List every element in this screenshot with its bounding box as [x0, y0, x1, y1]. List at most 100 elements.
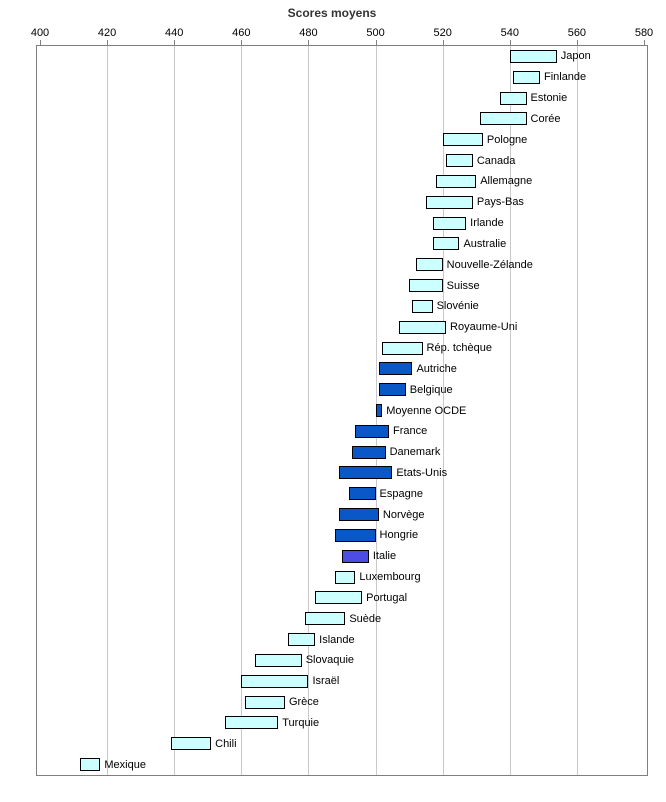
axis-tick-label: 420	[97, 27, 117, 39]
bar	[378, 383, 406, 397]
gridline	[241, 46, 243, 775]
axis-tick	[644, 40, 645, 45]
bar-label: Turquie	[282, 716, 320, 729]
bar	[80, 758, 101, 772]
axis-tick-label: 480	[299, 27, 318, 39]
bar-label: Nouvelle-Zélande	[446, 258, 533, 271]
bar-label: Moyenne OCDE	[386, 404, 467, 417]
bar	[254, 653, 302, 667]
axis-tick-label: 460	[232, 27, 251, 39]
bar-label: Japon	[560, 50, 591, 63]
bar	[375, 404, 383, 417]
bar-label: Pologne	[486, 133, 528, 146]
plot-area: Japon Finlande Estonie Corée Pologne Canada Al…	[36, 45, 648, 776]
bar	[315, 591, 363, 605]
bar	[499, 91, 527, 105]
axis-tick	[509, 40, 511, 45]
bar-label: Irlande	[470, 217, 504, 230]
bar	[432, 216, 467, 230]
bar	[170, 737, 212, 751]
bar-label: Italie	[372, 550, 397, 563]
gridline	[442, 46, 444, 775]
bar	[378, 362, 413, 376]
bar-label: Hongrie	[379, 529, 419, 542]
bar-label: Islande	[319, 633, 355, 646]
bar-label: Allemagne	[480, 175, 533, 188]
bar	[244, 695, 285, 709]
bar-label: Suisse	[446, 279, 480, 292]
axis-tick	[308, 40, 310, 45]
axis-tick	[174, 40, 176, 45]
bar	[513, 70, 540, 84]
bar	[338, 466, 393, 480]
bar	[442, 133, 483, 147]
bar-label: Belgique	[409, 383, 453, 396]
bar-label: Slovénie	[436, 300, 479, 313]
gridline	[509, 46, 511, 775]
bar	[305, 612, 346, 626]
bar	[382, 341, 423, 355]
bar	[425, 195, 473, 209]
bar-label: Luxembourg	[359, 571, 421, 584]
bar-label: Australie	[463, 237, 507, 250]
axis-tick-label: 580	[634, 27, 654, 39]
bar-label: Norvège	[382, 508, 425, 521]
axis-tick	[442, 40, 444, 45]
bar	[399, 320, 446, 334]
bar	[224, 716, 279, 730]
bar-label: Estonie	[530, 92, 568, 105]
bar	[412, 299, 433, 313]
axis-tick	[576, 40, 578, 45]
axis-tick-label: 440	[165, 27, 184, 39]
gridline	[107, 46, 109, 775]
bar-label: Suède	[349, 612, 382, 625]
bar	[446, 154, 473, 168]
bar	[479, 112, 527, 126]
bar	[241, 674, 309, 688]
bar-label: Corée	[530, 112, 561, 125]
axis-tick	[107, 40, 109, 45]
bar	[355, 424, 389, 438]
bar	[335, 570, 356, 584]
bar-label: Slovaquie	[305, 654, 355, 667]
bar	[342, 549, 369, 563]
bar	[432, 237, 460, 251]
x-axis: 400 420 440 460 480 500 520 540 560 580	[31, 27, 653, 45]
bar-label: Canada	[476, 154, 516, 167]
bar	[352, 445, 386, 459]
bar-label: Pays-Bas	[476, 196, 524, 209]
bar	[348, 487, 376, 501]
bar	[509, 49, 557, 63]
bar-label: France	[392, 425, 428, 438]
bar-label: Royaume-Uni	[450, 321, 518, 334]
bar-label: Grèce	[288, 696, 319, 709]
axis-tick-label: 520	[433, 27, 452, 39]
bar-label: Rép. tchèque	[426, 342, 492, 354]
bar	[338, 508, 379, 522]
axis-tick-label: 400	[30, 27, 50, 39]
axis-tick-label: 500	[366, 27, 385, 39]
gridline	[308, 46, 310, 775]
axis-tick	[375, 40, 377, 45]
bar-label: Chili	[215, 737, 237, 750]
bar	[415, 258, 443, 272]
chart-title: Scores moyens	[287, 6, 377, 20]
axis-tick	[40, 40, 41, 45]
bar-label: Danemark	[389, 446, 441, 459]
bar	[435, 174, 477, 188]
axis-tick-label: 560	[567, 27, 587, 39]
axis-tick	[241, 40, 243, 45]
bar	[409, 279, 443, 293]
bar	[288, 633, 316, 647]
bar-label: Autriche	[416, 362, 457, 375]
bar-label: Espagne	[379, 487, 423, 500]
bar-label: Mexique	[104, 758, 146, 771]
gridline	[174, 46, 176, 775]
bar-label: Portugal	[366, 591, 408, 604]
bar-label: Etats-Unis	[396, 466, 448, 479]
bar-label: Finlande	[543, 71, 587, 84]
axis-tick-label: 540	[500, 27, 519, 39]
bar	[335, 528, 376, 542]
gridline	[576, 46, 578, 775]
